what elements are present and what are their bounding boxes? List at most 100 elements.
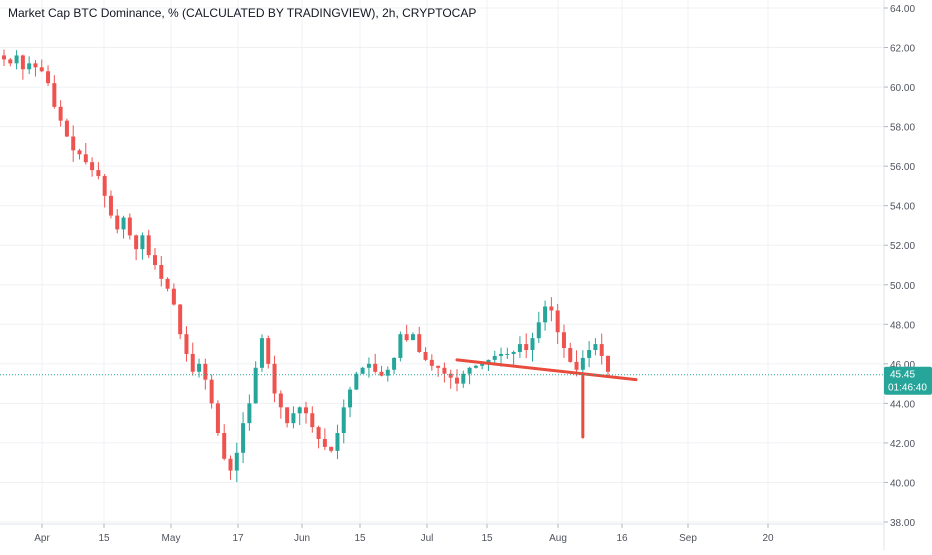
candle — [511, 351, 516, 354]
candle — [561, 332, 566, 349]
candle — [436, 365, 441, 368]
candle — [555, 310, 560, 333]
candle — [392, 357, 397, 370]
candle — [190, 353, 195, 372]
candle — [480, 363, 485, 366]
candle — [96, 170, 101, 177]
candle — [228, 458, 233, 471]
candle — [524, 344, 529, 351]
candle — [127, 217, 132, 236]
candles — [2, 49, 610, 483]
candle — [467, 367, 472, 374]
candle — [461, 373, 466, 384]
candle — [536, 322, 541, 339]
candle — [442, 367, 447, 374]
x-tick-label: 15 — [354, 533, 366, 544]
y-tick-label: 46.00 — [890, 360, 915, 371]
y-tick-label: 54.00 — [890, 202, 915, 213]
candle — [549, 306, 554, 311]
candle — [587, 350, 592, 358]
candle — [8, 59, 13, 64]
candle — [543, 306, 548, 323]
x-tick-label: 16 — [616, 533, 628, 544]
candle — [329, 446, 334, 451]
candle — [473, 365, 478, 368]
y-tick-label: 64.00 — [890, 4, 915, 15]
candle — [58, 106, 63, 121]
candle — [505, 353, 510, 355]
candle — [423, 351, 428, 360]
candle — [52, 83, 57, 107]
candle — [322, 438, 327, 447]
candle — [39, 67, 44, 72]
candle — [90, 162, 95, 171]
candle — [285, 407, 290, 424]
y-tick-label: 40.00 — [890, 478, 915, 489]
candle — [448, 373, 453, 378]
candle — [121, 217, 126, 230]
candle — [354, 373, 359, 390]
x-tick-label: Jun — [294, 533, 310, 544]
candle — [580, 357, 585, 370]
candle — [46, 71, 51, 84]
y-tick-label: 38.00 — [890, 518, 915, 529]
candle — [83, 154, 88, 163]
candle — [171, 288, 176, 305]
candle — [373, 363, 378, 372]
x-tick-label: 20 — [762, 533, 774, 544]
x-tick-label: Apr — [34, 533, 50, 544]
x-tick-label: 17 — [232, 533, 244, 544]
candle — [140, 235, 145, 250]
y-tick-label: 60.00 — [890, 83, 915, 94]
candle — [316, 427, 321, 439]
y-tick-label: 50.00 — [890, 281, 915, 292]
candle — [215, 403, 220, 434]
candle — [153, 255, 157, 265]
candle — [272, 363, 277, 394]
y-tick-label: 48.00 — [890, 320, 915, 331]
candle — [606, 355, 610, 372]
candle — [517, 344, 522, 352]
candle — [310, 413, 315, 428]
last-price-tag: 45.45 01:46:40 — [884, 366, 932, 395]
candle — [222, 433, 227, 459]
price-axis[interactable]: 38.00 40.00 42.00 44.00 46.00 48.00 50.00 52.00… — [883, 0, 915, 550]
y-tick-label: 62.00 — [890, 44, 915, 55]
candle — [71, 136, 76, 151]
candle — [165, 278, 170, 289]
candle — [159, 265, 164, 279]
x-tick-label: Sep — [679, 533, 697, 544]
candle — [593, 344, 598, 351]
candle — [429, 359, 434, 366]
candle — [146, 235, 151, 256]
candle — [360, 367, 365, 374]
time-axis[interactable]: Apr 15 May 17 Jun 15 Jul 15 Aug 16 Sep 20 — [0, 523, 884, 544]
candle — [385, 369, 390, 376]
candle — [530, 338, 535, 351]
candle — [404, 334, 409, 341]
grid — [0, 0, 884, 524]
candle — [115, 215, 120, 230]
x-tick-label: May — [162, 533, 181, 544]
candle — [278, 393, 283, 408]
y-tick-label: 58.00 — [890, 123, 915, 134]
chart-title: Market Cap BTC Dominance, % (CALCULATED … — [8, 6, 477, 20]
candle — [197, 363, 202, 372]
candle — [108, 195, 113, 216]
candle — [417, 334, 422, 352]
x-tick-label: 15 — [481, 533, 493, 544]
candle — [134, 235, 139, 250]
candle — [266, 338, 271, 364]
candle — [599, 344, 604, 356]
candle — [341, 407, 346, 434]
candle — [27, 63, 32, 70]
candle — [203, 363, 208, 380]
y-tick-label: 44.00 — [890, 399, 915, 410]
drawings — [455, 358, 638, 439]
candle — [14, 55, 19, 64]
candle — [297, 407, 302, 414]
candle — [2, 55, 6, 60]
candle — [184, 334, 189, 354]
